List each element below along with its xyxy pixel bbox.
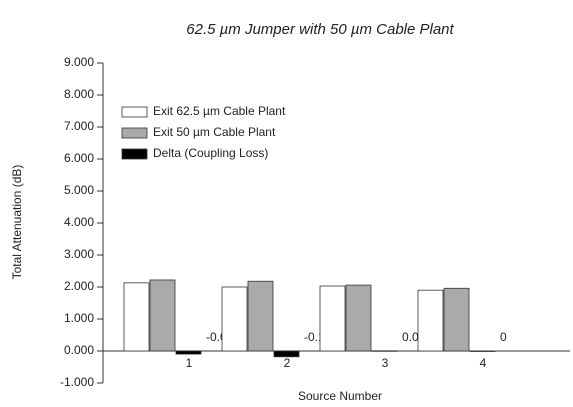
y-axis-label: Total Attenuation (dB) <box>10 165 24 280</box>
y-tick-label: 4.000 <box>64 215 94 229</box>
bar <box>443 287 470 352</box>
legend-label: Delta (Coupling Loss) <box>153 146 268 160</box>
legend-swatch <box>121 127 148 139</box>
x-tick-label: 4 <box>480 356 487 370</box>
y-tick-label: 2.000 <box>64 279 94 293</box>
legend-swatch <box>121 148 148 160</box>
y-tick-label: 9.000 <box>64 55 94 69</box>
x-axis-label: Source Number <box>298 389 382 403</box>
bar <box>417 289 444 352</box>
legend-swatch <box>121 106 148 118</box>
y-tick-label: 0.000 <box>64 343 94 357</box>
y-tick-label: 7.000 <box>64 119 94 133</box>
y-tick-label: 8.000 <box>64 87 94 101</box>
bar <box>469 350 496 352</box>
x-tick-label: 1 <box>186 356 193 370</box>
x-tick-label: 2 <box>284 356 291 370</box>
bar <box>345 284 372 352</box>
bar <box>149 279 176 352</box>
bar <box>221 286 248 352</box>
bar <box>319 285 346 352</box>
y-tick-label: 1.000 <box>64 311 94 325</box>
bar <box>175 350 202 355</box>
bar <box>247 280 274 352</box>
y-tick-label: 3.000 <box>64 247 94 261</box>
x-tick-label: 3 <box>382 356 389 370</box>
bar <box>273 350 300 358</box>
data-label: 0 <box>500 330 507 344</box>
y-tick-label: -1.000 <box>60 375 94 389</box>
bar <box>123 282 150 352</box>
y-tick-label: 5.000 <box>64 183 94 197</box>
legend-label: Exit 50 µm Cable Plant <box>153 125 276 139</box>
y-tick-label: 6.000 <box>64 151 94 165</box>
legend-label: Exit 62.5 µm Cable Plant <box>153 104 286 118</box>
bar <box>371 350 398 352</box>
chart-title: 62.5 µm Jumper with 50 µm Cable Plant <box>186 21 454 38</box>
